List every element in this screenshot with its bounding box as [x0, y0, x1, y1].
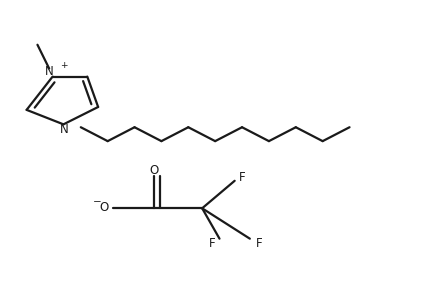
- Text: N: N: [45, 65, 53, 78]
- Text: F: F: [255, 237, 262, 250]
- Text: N: N: [60, 123, 68, 136]
- Text: −: −: [93, 197, 102, 207]
- Text: F: F: [208, 237, 215, 250]
- Text: F: F: [239, 171, 245, 184]
- Text: O: O: [149, 163, 159, 177]
- Text: O: O: [99, 201, 108, 214]
- Text: +: +: [60, 61, 68, 70]
